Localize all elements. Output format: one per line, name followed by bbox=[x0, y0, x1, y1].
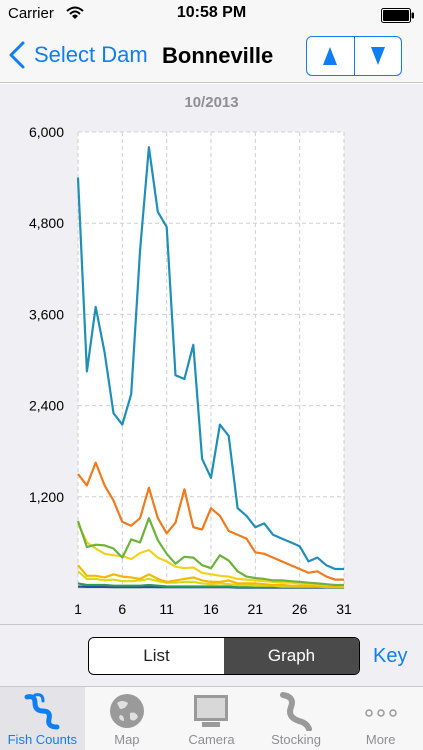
x-tick-label: 21 bbox=[248, 601, 264, 617]
tab-label: Fish Counts bbox=[7, 732, 77, 747]
x-tick-label: 31 bbox=[336, 601, 352, 617]
status-bar: Carrier 10:58 PM bbox=[0, 0, 423, 30]
x-tick-label: 16 bbox=[203, 601, 219, 617]
globe-icon bbox=[109, 694, 144, 728]
y-tick-label: 1,200 bbox=[29, 489, 64, 505]
fish-ladder-icon bbox=[24, 693, 60, 730]
battery-icon bbox=[381, 8, 414, 23]
chart-title: 10/2013 bbox=[184, 94, 239, 111]
y-tick-label: 6,000 bbox=[29, 124, 64, 140]
key-button[interactable]: Key bbox=[373, 645, 408, 667]
carrier-label: Carrier bbox=[8, 5, 54, 22]
list-view-button[interactable]: List bbox=[89, 638, 224, 674]
back-button-label: Select Dam bbox=[34, 42, 148, 67]
chevron-left-icon bbox=[9, 41, 25, 69]
status-time: 10:58 PM bbox=[176, 4, 247, 21]
triangle-down-icon bbox=[370, 47, 385, 65]
y-tick-label: 3,600 bbox=[29, 306, 64, 322]
x-tick-label: 11 bbox=[159, 601, 174, 617]
series-line bbox=[77, 564, 344, 588]
graph-view-button[interactable]: Graph bbox=[224, 638, 359, 674]
more-dots-icon bbox=[364, 709, 397, 717]
tab-map[interactable]: Map bbox=[85, 687, 170, 750]
tab-label: Stocking bbox=[271, 732, 322, 747]
tab-fish-counts[interactable]: Fish Counts bbox=[0, 687, 85, 750]
next-button[interactable] bbox=[353, 37, 402, 75]
x-tick-label: 26 bbox=[292, 601, 308, 617]
tab-stocking[interactable]: Stocking bbox=[254, 687, 339, 750]
series-line bbox=[77, 461, 344, 581]
previous-button[interactable] bbox=[307, 37, 354, 75]
y-tick-label: 2,400 bbox=[29, 398, 64, 414]
fish-icon bbox=[280, 692, 313, 731]
wifi-icon bbox=[66, 6, 84, 19]
page-title: Bonneville bbox=[162, 43, 274, 68]
tab-camera[interactable]: Camera bbox=[169, 687, 254, 750]
view-toggle: List Graph bbox=[88, 637, 360, 675]
prev-next-control bbox=[306, 36, 402, 76]
tab-label: Camera bbox=[188, 732, 235, 747]
y-tick-label: 4,800 bbox=[29, 215, 64, 231]
x-tick-label: 6 bbox=[118, 601, 126, 617]
series-line bbox=[76, 146, 344, 571]
back-button[interactable]: Select Dam bbox=[8, 38, 148, 72]
tab-label: More bbox=[365, 732, 396, 747]
monitor-icon bbox=[194, 695, 229, 727]
series-line bbox=[76, 517, 344, 587]
tab-more[interactable]: More bbox=[338, 687, 423, 750]
triangle-up-icon bbox=[323, 47, 338, 65]
tab-label: Map bbox=[114, 732, 140, 747]
tab-bar: Fish Counts Map Camera Stocking More bbox=[0, 686, 423, 750]
x-tick-label: 1 bbox=[74, 601, 82, 617]
